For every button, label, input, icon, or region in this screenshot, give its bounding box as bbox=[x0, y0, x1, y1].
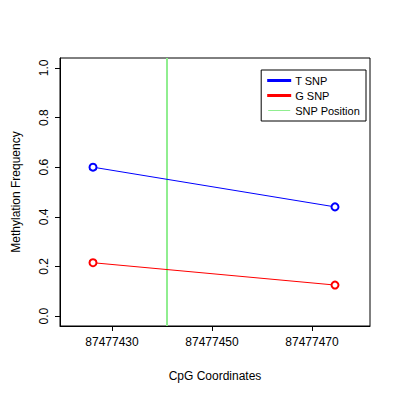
svg-text:SNP Position: SNP Position bbox=[295, 105, 360, 117]
svg-text:87477470: 87477470 bbox=[285, 335, 339, 349]
svg-text:0.6: 0.6 bbox=[37, 159, 51, 176]
svg-text:0.8: 0.8 bbox=[37, 109, 51, 126]
svg-text:87477430: 87477430 bbox=[85, 335, 139, 349]
svg-text:0.0: 0.0 bbox=[37, 307, 51, 324]
svg-text:87477450: 87477450 bbox=[185, 335, 239, 349]
svg-text:Methylation Frequency: Methylation Frequency bbox=[9, 131, 23, 252]
svg-text:0.4: 0.4 bbox=[37, 208, 51, 225]
svg-text:0.2: 0.2 bbox=[37, 258, 51, 275]
svg-text:CpG Coordinates: CpG Coordinates bbox=[169, 369, 262, 383]
svg-text:1.0: 1.0 bbox=[37, 59, 51, 76]
svg-text:G SNP: G SNP bbox=[295, 90, 329, 102]
svg-text:T SNP: T SNP bbox=[295, 75, 327, 87]
